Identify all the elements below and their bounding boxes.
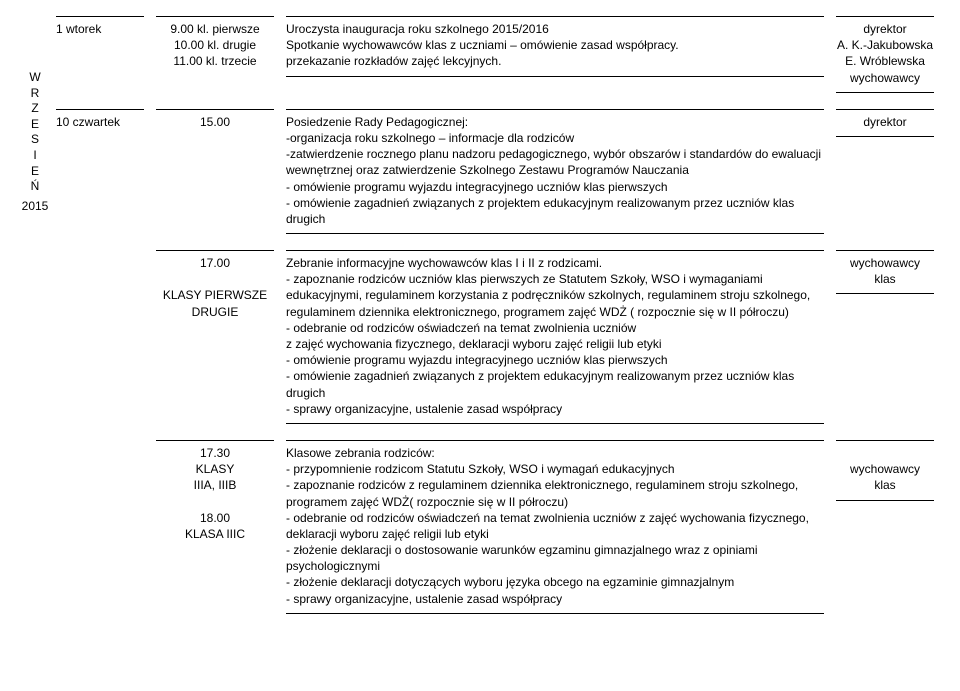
table-row: 17.00 KLASY PIERWSZEDRUGIEZebranie infor…: [20, 244, 940, 434]
description-cell: Uroczysta inauguracja roku szkolnego 201…: [280, 10, 830, 87]
date-cell: [50, 244, 150, 254]
table-row: 10 czwartek 15.00Posiedzenie Rady Pedagog…: [20, 103, 940, 244]
description-cell: Posiedzenie Rady Pedagogicznej:-organiza…: [280, 103, 830, 244]
date-text: 10 czwartek: [56, 114, 144, 130]
time-cell: 9.00 kl. pierwsze10.00 kl. drugie11.00 k…: [150, 10, 280, 76]
date-cell: 1 wtorek: [50, 10, 150, 43]
year-label: 2015: [20, 199, 50, 215]
table-row: 17.30KLASYIIIA, IIIB 18.00KLASA IIICKlas…: [20, 434, 940, 624]
date-text: 1 wtorek: [56, 21, 144, 37]
month-column: WRZESIEŃ2015: [20, 10, 50, 624]
table-row: WRZESIEŃ20151 wtorek9.00 kl. pierwsze10.…: [20, 10, 940, 103]
date-cell: 10 czwartek: [50, 103, 150, 136]
time-cell: 17.00 KLASY PIERWSZEDRUGIE: [150, 244, 280, 326]
month-label: WRZESIEŃ2015: [20, 10, 50, 214]
time-cell: 17.30KLASYIIIA, IIIB 18.00KLASA IIIC: [150, 434, 280, 548]
date-cell: [50, 434, 150, 444]
responsible-cell: dyrektor: [830, 103, 940, 147]
description-cell: Klasowe zebrania rodziców:- przypomnieni…: [280, 434, 830, 624]
responsible-cell: dyrektorA. K.-JakubowskaE. Wróblewskawyc…: [830, 10, 940, 103]
schedule-table: WRZESIEŃ2015 1 wtorek 9.00 kl. pierwsze10.…: [20, 10, 940, 624]
responsible-cell: wychowawcyklas: [830, 434, 940, 511]
responsible-cell: wychowawcyklas: [830, 244, 940, 304]
description-cell: Zebranie informacyjne wychowawców klas I…: [280, 244, 830, 434]
time-cell: 15.00: [150, 103, 280, 136]
